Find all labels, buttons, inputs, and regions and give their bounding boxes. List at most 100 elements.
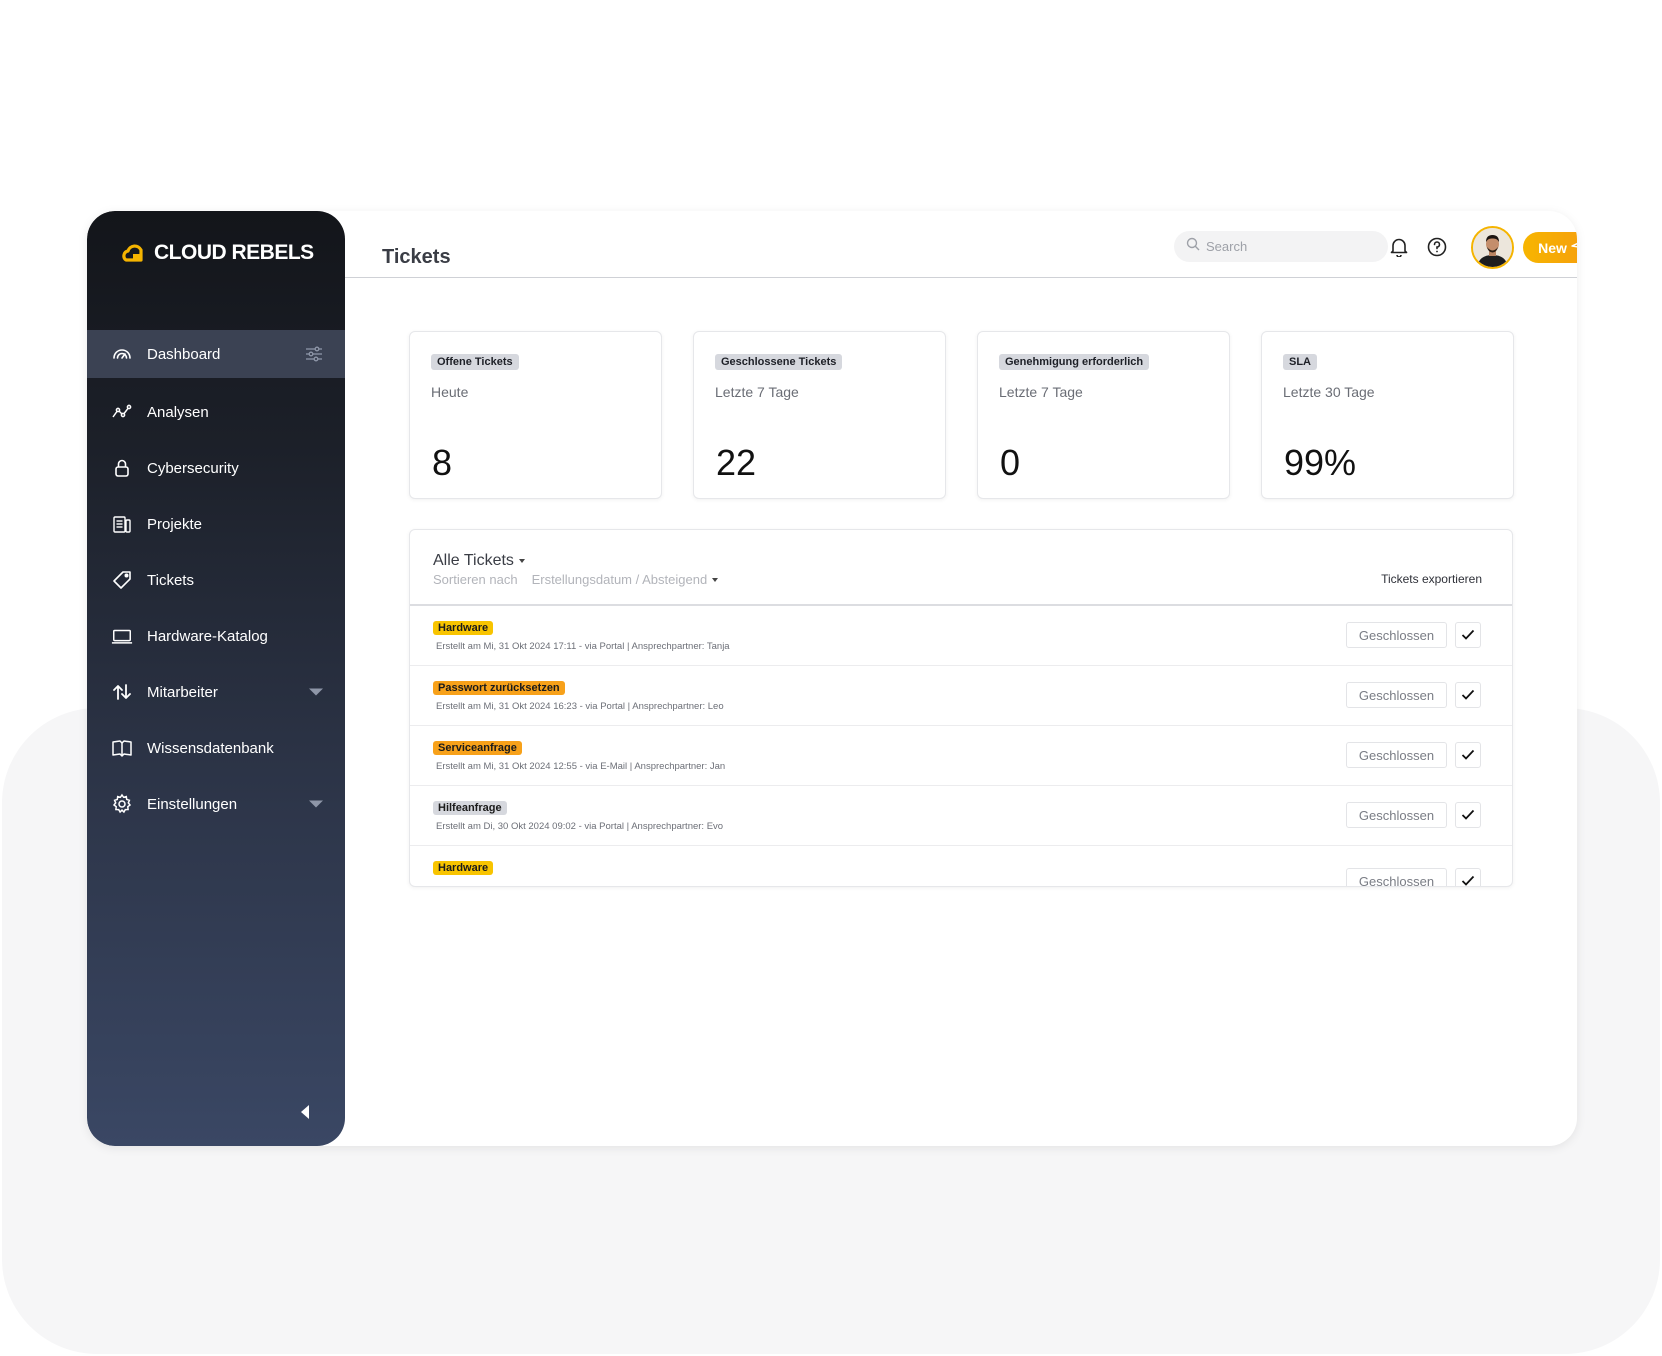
sidebar-item-einstellungen[interactable]: Einstellungen — [87, 776, 345, 832]
sidebar-item-hardware-katalog[interactable]: Hardware-Katalog — [87, 608, 345, 664]
search-input[interactable] — [1206, 239, 1376, 254]
stat-card-approval[interactable]: Genehmigung erforderlich Letzte 7 Tage 0 — [977, 331, 1230, 499]
category-tag: Serviceanfrage — [433, 741, 522, 755]
stat-period: Letzte 7 Tage — [999, 384, 1083, 400]
table-row[interactable]: Hardware Erstellt am Mi, 31 Okt 2024 17:… — [410, 606, 1512, 666]
stat-value: 8 — [432, 442, 453, 483]
stat-value: 99% — [1284, 442, 1357, 483]
chevron-down-icon — [518, 559, 525, 563]
ticket-meta: Erstellt am Di, 30 Okt 2024 09:02 - via … — [436, 821, 724, 832]
sidebar-item-mitarbeiter[interactable]: Mitarbeiter — [87, 664, 345, 720]
sidebar-item-label: Projekte — [147, 515, 203, 533]
sidebar-item-label: Cybersecurity — [147, 459, 239, 477]
category-tag: Hardware — [433, 861, 494, 875]
sidebar-item-label: Wissensdatenbank — [147, 739, 274, 757]
sidebar-item-label: Hardware-Katalog — [147, 627, 268, 645]
sidebar-item-wissensdatenbank[interactable]: Wissensdatenbank — [87, 720, 345, 776]
chevron-down-icon[interactable] — [309, 688, 323, 696]
sidebar-item-label: Analysen — [147, 403, 209, 421]
bell-icon[interactable] — [1385, 233, 1413, 261]
lock-icon — [111, 457, 133, 479]
ticket-list-header: Alle Tickets Sortieren nach Erstellungsd… — [410, 530, 1512, 606]
check-icon[interactable] — [1455, 622, 1481, 648]
sidebar: CLOUD REBELS Dashboard Analysen — [87, 211, 345, 1146]
stat-badge: SLA — [1283, 354, 1317, 370]
status-badge[interactable]: Geschlossen — [1346, 742, 1447, 768]
new-button[interactable]: New — [1523, 232, 1577, 263]
filter-sliders-icon[interactable] — [305, 346, 323, 362]
page-title: Tickets — [382, 246, 451, 268]
check-icon[interactable] — [1455, 868, 1481, 886]
stat-badge: Offene Tickets — [431, 354, 519, 370]
help-icon[interactable] — [1423, 233, 1451, 261]
sidebar-item-projekte[interactable]: Projekte — [87, 496, 345, 552]
sidebar-item-label: Dashboard — [147, 345, 221, 363]
sort-value: Erstellungsdatum / Absteigend — [531, 572, 708, 587]
table-row[interactable]: Hardware Geschlossen — [410, 846, 1512, 886]
stat-value: 0 — [1000, 442, 1021, 483]
ticket-meta: Erstellt am Mi, 31 Okt 2024 16:23 - via … — [436, 701, 724, 712]
ticket-list-title: Alle Tickets — [433, 552, 514, 569]
brand-logo[interactable]: CLOUD REBELS — [122, 241, 314, 265]
topbar: Tickets — [345, 211, 1577, 278]
book-icon — [111, 737, 133, 759]
sidebar-item-label: Mitarbeiter — [147, 683, 218, 701]
stat-value: 22 — [716, 442, 757, 483]
new-button-label: New — [1538, 239, 1567, 256]
cloud-logo-icon — [122, 243, 150, 263]
stat-period: Letzte 7 Tage — [715, 384, 799, 400]
status-badge[interactable]: Geschlossen — [1346, 682, 1447, 708]
category-tag: Hilfeanfrage — [433, 801, 507, 815]
sidebar-item-dashboard[interactable]: Dashboard — [87, 330, 345, 378]
category-tag: Passwort zurücksetzen — [433, 681, 565, 695]
sidebar-item-label: Tickets — [147, 571, 194, 589]
document-icon — [111, 513, 133, 535]
sidebar-item-cybersecurity[interactable]: Cybersecurity — [87, 440, 345, 496]
table-row[interactable]: Hilfeanfrage Erstellt am Di, 30 Okt 2024… — [410, 786, 1512, 846]
avatar[interactable] — [1471, 226, 1514, 269]
table-row[interactable]: Serviceanfrage Erstellt am Mi, 31 Okt 20… — [410, 726, 1512, 786]
ticket-icon — [111, 569, 133, 591]
search-icon — [1186, 237, 1200, 256]
stat-period: Letzte 30 Tage — [1283, 384, 1375, 400]
send-icon — [1571, 239, 1577, 257]
ticket-filter-dropdown[interactable]: Alle Tickets — [433, 552, 525, 570]
export-tickets-link[interactable]: Tickets exportieren — [1381, 572, 1482, 586]
sort-control: Sortieren nach Erstellungsdatum / Abstei… — [433, 572, 719, 587]
gauge-icon — [111, 343, 133, 365]
check-icon[interactable] — [1455, 742, 1481, 768]
sidebar-nav: Dashboard Analysen Cybersecurity — [87, 330, 345, 832]
table-row[interactable]: Passwort zurücksetzen Erstellt am Mi, 31… — [410, 666, 1512, 726]
chart-line-icon — [111, 401, 133, 423]
stat-card-closed[interactable]: Geschlossene Tickets Letzte 7 Tage 22 — [693, 331, 946, 499]
search-box[interactable] — [1174, 231, 1388, 262]
sidebar-item-label: Einstellungen — [147, 795, 238, 813]
chevron-down-icon — [712, 577, 719, 582]
stat-badge: Genehmigung erforderlich — [999, 354, 1150, 370]
ticket-meta: Erstellt am Mi, 31 Okt 2024 17:11 - via … — [436, 641, 730, 652]
status-badge[interactable]: Geschlossen — [1346, 622, 1447, 648]
stat-badge: Geschlossene Tickets — [715, 354, 843, 370]
stat-card-sla[interactable]: SLA Letzte 30 Tage 99% — [1261, 331, 1514, 499]
category-tag: Hardware — [433, 621, 494, 635]
app-window: CLOUD REBELS Dashboard Analysen — [87, 211, 1577, 1146]
chevron-down-icon[interactable] — [309, 800, 323, 808]
sort-dropdown[interactable]: Erstellungsdatum / Absteigend — [532, 572, 719, 587]
stat-period: Heute — [431, 384, 469, 400]
status-badge[interactable]: Geschlossen — [1346, 802, 1447, 828]
ticket-meta: Erstellt am Mi, 31 Okt 2024 12:55 - via … — [436, 761, 726, 772]
check-icon[interactable] — [1455, 682, 1481, 708]
check-icon[interactable] — [1455, 802, 1481, 828]
sidebar-item-analysen[interactable]: Analysen — [87, 384, 345, 440]
brand-name: CLOUD REBELS — [154, 241, 314, 264]
laptop-icon — [111, 625, 133, 647]
sort-label: Sortieren nach — [433, 572, 518, 587]
arrows-up-down-icon — [111, 681, 133, 703]
status-badge[interactable]: Geschlossen — [1346, 868, 1447, 886]
sidebar-item-tickets[interactable]: Tickets — [87, 552, 345, 608]
ticket-list: Alle Tickets Sortieren nach Erstellungsd… — [409, 529, 1513, 887]
collapse-sidebar-icon[interactable] — [301, 1105, 309, 1119]
stat-card-open[interactable]: Offene Tickets Heute 8 — [409, 331, 662, 499]
gear-icon — [111, 793, 133, 815]
